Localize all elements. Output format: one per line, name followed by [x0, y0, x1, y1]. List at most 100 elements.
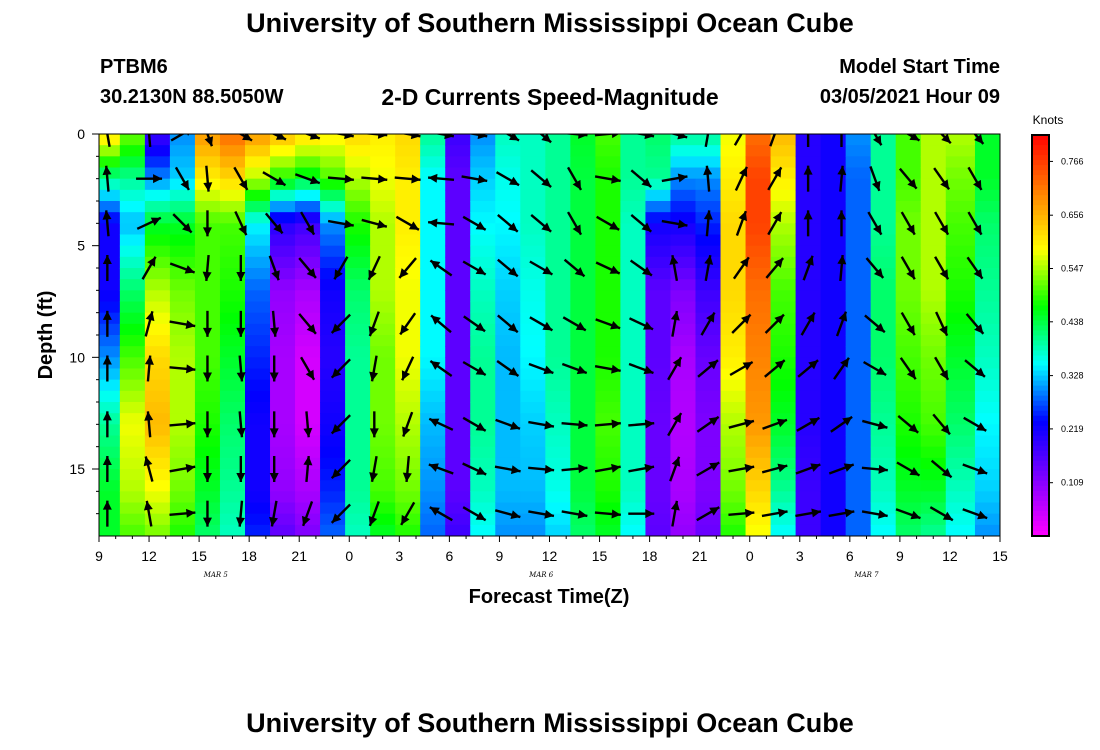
heatmap-cell	[244, 435, 271, 448]
current-vector	[704, 254, 714, 282]
heatmap-cell	[820, 301, 847, 314]
colorbar-segment	[1032, 225, 1049, 231]
heatmap-cell	[244, 134, 271, 146]
heatmap-cell	[895, 134, 922, 146]
colorbar-segment	[1032, 135, 1049, 141]
heatmap-cell	[295, 379, 321, 392]
heatmap-cell	[370, 368, 396, 381]
heatmap-cell	[244, 368, 271, 381]
heatmap-cell	[270, 301, 296, 314]
current-vector	[169, 262, 196, 274]
heatmap-cell	[870, 212, 897, 224]
date-label: MAR 7	[853, 571, 879, 579]
heatmap-cell	[595, 368, 622, 381]
heatmap-cell	[720, 346, 747, 358]
heatmap-cell	[720, 390, 747, 403]
current-vector	[202, 210, 212, 237]
heatmap-cell	[295, 502, 321, 515]
current-vector	[765, 257, 785, 279]
heatmap-cell	[720, 178, 747, 191]
heatmap-cell	[445, 491, 471, 504]
heatmap-cell	[820, 346, 847, 358]
heatmap-cell	[395, 201, 421, 213]
heatmap-cell	[845, 502, 872, 515]
current-vector	[528, 420, 555, 430]
heatmap-cell	[470, 290, 496, 303]
heatmap-cell	[770, 201, 797, 213]
heatmap-cell	[595, 480, 622, 492]
current-vector	[462, 260, 487, 276]
heatmap-cell	[670, 167, 697, 180]
heatmap-cell	[144, 201, 171, 213]
heatmap-cell	[395, 156, 421, 169]
y-tick-label: 10	[69, 349, 85, 365]
heatmap-cell	[795, 480, 822, 492]
heatmap-cell	[445, 513, 471, 526]
heatmap-cell	[720, 167, 747, 180]
heatmap-cell	[395, 390, 421, 403]
heatmap-cell	[320, 335, 346, 347]
heatmap-cell	[770, 145, 797, 157]
heatmap-cell	[420, 268, 446, 280]
heatmap-cell	[520, 268, 546, 280]
heatmap-cell	[144, 524, 171, 536]
heatmap-cell	[144, 256, 171, 269]
heatmap-cell	[895, 301, 922, 314]
heatmap-cell	[974, 491, 1000, 504]
heatmap-cell	[345, 323, 371, 336]
heatmap-cell	[845, 513, 872, 526]
current-vector	[461, 174, 488, 184]
heatmap-cell	[320, 134, 346, 146]
current-vector	[429, 360, 453, 377]
heatmap-cell	[420, 424, 446, 437]
current-vector	[369, 455, 379, 483]
heatmap-cell	[845, 413, 872, 425]
heatmap-cell	[745, 335, 772, 347]
heatmap-cell	[820, 513, 847, 526]
colorbar-segment	[1032, 305, 1049, 312]
heatmap-cell	[870, 156, 897, 169]
heatmap-cell	[820, 357, 847, 370]
heatmap-cell	[495, 379, 521, 392]
current-vector	[900, 256, 916, 280]
heatmap-cell	[470, 502, 496, 515]
heatmap-cell	[495, 469, 521, 481]
heatmap-cell	[244, 413, 271, 425]
heatmap-cell	[595, 469, 622, 481]
current-vector	[495, 418, 521, 430]
heatmap-cell	[870, 301, 897, 314]
heatmap-cell	[99, 469, 121, 481]
heatmap-cell	[974, 524, 1000, 536]
heatmap-cell	[219, 223, 246, 236]
heatmap-cell	[720, 234, 747, 247]
heatmap-cell	[219, 368, 246, 381]
colorbar-segment	[1032, 345, 1049, 352]
heatmap-cell	[945, 312, 976, 325]
heatmap-cell	[920, 245, 947, 258]
heatmap-cell	[620, 134, 647, 146]
heatmap-cell	[445, 424, 471, 437]
x-tick-label: 21	[692, 548, 708, 564]
heatmap-cell	[645, 446, 672, 459]
heatmap-cell	[870, 390, 897, 403]
current-vector	[102, 456, 112, 482]
heatmap-cell	[720, 502, 747, 515]
heatmap-cell	[320, 402, 346, 414]
heatmap-cell	[320, 212, 346, 224]
heatmap-cell	[820, 435, 847, 448]
heatmap-cell	[169, 335, 196, 347]
colorbar-segment	[1032, 330, 1049, 337]
heatmap-cell	[745, 245, 772, 258]
heatmap-cell	[945, 212, 976, 224]
heatmap-cell	[670, 178, 697, 191]
heatmap-cell	[495, 156, 521, 169]
heatmap-cell	[570, 145, 596, 157]
heatmap-cell	[244, 335, 271, 347]
heatmap-cell	[420, 156, 446, 169]
heatmap-cell	[119, 245, 146, 258]
heatmap-cell	[194, 245, 221, 258]
heatmap-cell	[345, 469, 371, 481]
heatmap-cell	[445, 435, 471, 448]
heatmap-cell	[244, 201, 271, 213]
colorbar-tick-label: 0.219	[1061, 424, 1084, 434]
